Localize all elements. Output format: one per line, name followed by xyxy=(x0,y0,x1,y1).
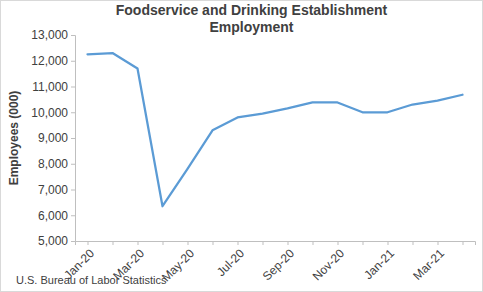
x-tick-label: Sep-20 xyxy=(260,246,297,283)
y-tick-mark xyxy=(71,138,75,139)
x-tick: Jan-21 xyxy=(361,241,397,282)
x-tick-mark xyxy=(338,241,339,245)
x-tick-mark xyxy=(263,241,264,245)
x-tick-label: Nov-20 xyxy=(310,246,347,283)
y-tick: 13,000 xyxy=(31,28,75,42)
x-tick-mark xyxy=(188,241,189,245)
y-tick-label: 11,000 xyxy=(32,80,68,94)
x-tick: Sep-20 xyxy=(260,241,297,283)
x-tick-mark xyxy=(413,241,414,245)
y-tick-mark xyxy=(71,215,75,216)
y-tick-label: 12,000 xyxy=(31,54,68,68)
line xyxy=(88,53,463,206)
x-tick-mark xyxy=(363,241,364,245)
y-tick-mark xyxy=(71,35,75,36)
y-tick: 7,000 xyxy=(38,183,75,197)
x-tick-mark xyxy=(463,241,464,245)
x-tick: Jul-20 xyxy=(214,241,247,279)
y-tick: 6,000 xyxy=(38,209,75,223)
x-tick: Nov-20 xyxy=(310,241,347,283)
y-tick: 9,000 xyxy=(38,131,75,145)
x-tick-label: Jul-20 xyxy=(214,246,247,279)
y-tick-label: 7,000 xyxy=(38,183,68,197)
x-tick xyxy=(413,241,414,245)
y-tick-mark xyxy=(71,61,75,62)
x-tick-mark xyxy=(288,241,289,245)
x-tick xyxy=(313,241,314,245)
y-tick: 5,000 xyxy=(38,234,75,248)
x-tick-mark xyxy=(313,241,314,245)
x-tick-mark xyxy=(238,241,239,245)
y-tick-label: 6,000 xyxy=(38,209,68,223)
y-axis: 5,000 6,000 7,000 8,000 9,000 10,000 11,000 12,… xyxy=(31,28,75,248)
x-axis-line xyxy=(76,242,476,246)
plot-area xyxy=(88,53,463,206)
chart-frame xyxy=(1,1,483,292)
y-tick-label: 8,000 xyxy=(38,157,68,171)
x-tick xyxy=(263,241,264,245)
x-tick-mark xyxy=(388,241,389,245)
x-tick xyxy=(363,241,364,245)
x-tick-mark xyxy=(113,241,114,245)
x-tick-mark xyxy=(88,241,89,245)
y-tick-mark xyxy=(71,241,75,242)
x-tick-label: Jan-21 xyxy=(361,246,397,282)
x-tick xyxy=(113,241,114,245)
source: U.S. Bureau of Labor Statistics xyxy=(16,274,167,286)
y-axis-line xyxy=(71,36,76,242)
x-tick-mark xyxy=(163,241,164,245)
y-tick-label: 10,000 xyxy=(31,106,68,120)
y-tick-mark xyxy=(71,112,75,113)
y-tick-label: 13,000 xyxy=(31,28,68,42)
y-tick-label: 5,000 xyxy=(38,234,68,248)
x-tick-mark xyxy=(213,241,214,245)
y-tick: 12,000 xyxy=(31,54,75,68)
y-tick: 10,000 xyxy=(31,106,75,120)
x-tick-label: Mar-21 xyxy=(410,246,447,283)
title-line: Employment xyxy=(209,19,293,35)
y-tick-mark xyxy=(71,164,75,165)
x-tick-mark xyxy=(438,241,439,245)
x-tick xyxy=(163,241,164,245)
title-line: Foodservice and Drinking Establishment xyxy=(116,2,388,18)
y-axis-title: Employees (000) xyxy=(7,91,21,186)
chart: 5,000 6,000 7,000 8,000 9,000 10,000 11,000 12,… xyxy=(0,0,483,292)
x-tick: Mar-21 xyxy=(410,241,447,283)
x-tick-mark xyxy=(138,241,139,245)
title: Foodservice and Drinking EstablishmentEm… xyxy=(116,2,388,35)
y-tick: 8,000 xyxy=(38,157,75,171)
y-tick-label: 9,000 xyxy=(38,131,68,145)
x-tick xyxy=(213,241,214,245)
y-tick-mark xyxy=(71,87,75,88)
x-tick xyxy=(463,241,464,245)
y-tick: 11,000 xyxy=(32,80,75,94)
y-tick-mark xyxy=(71,190,75,191)
